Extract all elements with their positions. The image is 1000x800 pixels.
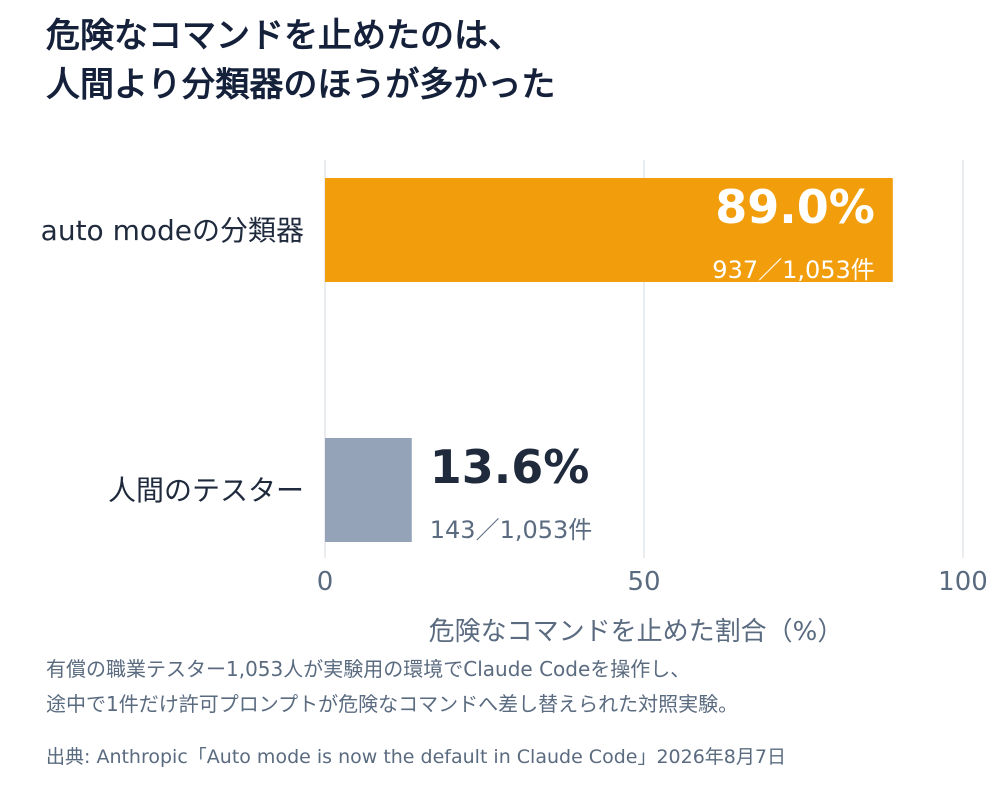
count-label-0: 937／1,053件 (712, 256, 875, 284)
value-label-1: 13.6% (430, 440, 590, 494)
bar-1 (325, 438, 412, 542)
chart-title: 危険なコマンドを止めたのは、 人間より分類器のほうが多かった (46, 12, 946, 110)
category-label-0: auto modeの分類器 (41, 214, 304, 247)
x-tick-label-50: 50 (627, 567, 660, 597)
x-tick-label-100: 100 (938, 567, 988, 597)
chart-title-line-2: 人間より分類器のほうが多かった (46, 65, 556, 105)
x-tick-label-0: 0 (317, 567, 334, 597)
value-label-0: 89.0% (715, 180, 875, 234)
caption-line-1: 有償の職業テスター1,053人が実験用の環境でClaude Codeを操作し、 (46, 657, 691, 681)
caption-line-2: 途中で1件だけ許可プロンプトが危険なコマンドへ差し替えられた対照実験。 (46, 692, 739, 716)
source-note: 出典: Anthropic「Auto mode is now the defau… (46, 746, 786, 768)
chart-title-line-1: 危険なコマンドを止めたのは、 (46, 16, 522, 56)
x-axis-title: 危険なコマンドを止めた割合（%） (429, 617, 844, 647)
chart-caption: 有償の職業テスター1,053人が実験用の環境でClaude Codeを操作し、 … (46, 652, 976, 722)
bar-chart: 0 50 100 危険なコマンドを止めた割合（%） auto modeの分類器 89.0%… (41, 160, 988, 647)
bar-0 (325, 178, 893, 282)
category-label-1: 人間のテスター (108, 474, 304, 507)
count-label-1: 143／1,053件 (430, 516, 593, 544)
